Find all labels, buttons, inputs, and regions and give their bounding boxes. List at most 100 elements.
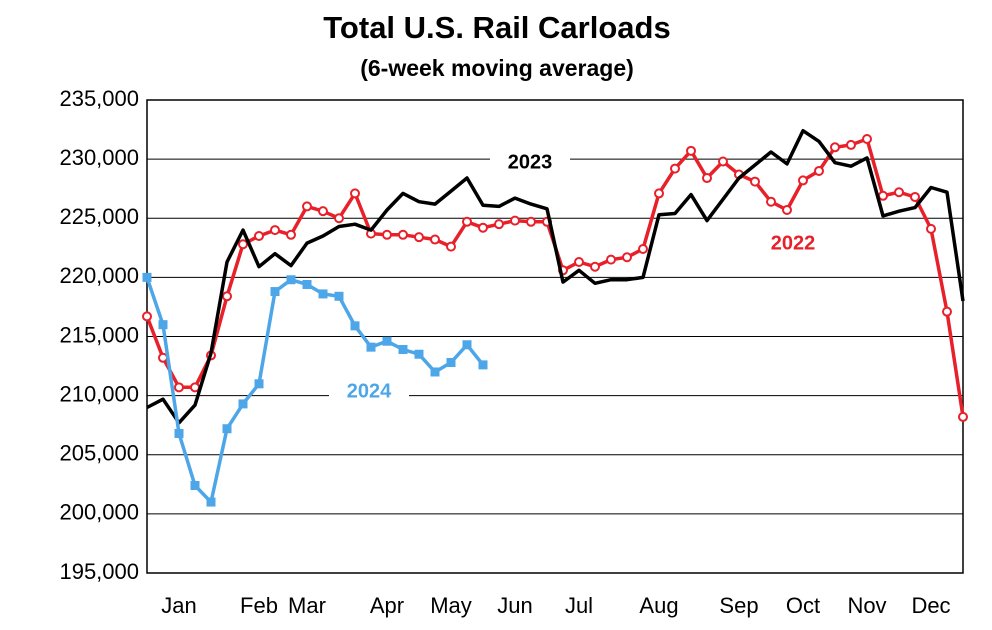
x-tick-label: May [430,593,472,618]
point-marker [318,289,328,299]
point-marker [958,411,968,422]
x-tick-label: Oct [786,593,820,618]
point-marker [158,320,168,330]
point-marker [798,175,808,186]
point-marker [654,188,664,199]
point-marker [894,187,904,198]
point-marker [670,163,680,174]
point-marker [318,206,328,217]
point-marker [446,241,456,252]
x-tick-label: Dec [911,593,950,618]
x-tick-label: Apr [370,593,404,618]
point-marker [270,225,280,236]
point-marker [910,191,920,202]
x-tick-label: Aug [639,593,678,618]
point-marker [766,196,776,207]
point-marker [270,287,280,297]
point-marker [302,279,312,289]
x-tick-label: Jun [497,593,532,618]
y-tick-label: 195,000 [59,559,139,584]
point-marker [142,272,152,282]
point-marker [862,134,872,145]
point-marker [222,424,232,434]
x-tick-label: Jul [565,593,593,618]
point-marker [462,216,472,227]
point-marker [414,232,424,243]
point-marker [254,379,264,389]
point-marker [830,142,840,153]
point-marker [702,173,712,184]
point-marker [398,229,408,240]
point-marker [814,165,824,176]
point-marker [478,222,488,233]
point-marker [590,261,600,272]
x-tick-label: Nov [847,593,886,618]
point-marker [190,480,200,490]
point-marker [142,311,152,322]
point-marker [750,176,760,187]
point-marker [222,291,232,302]
point-marker [334,291,344,301]
point-marker [430,367,440,377]
point-marker [478,360,488,370]
point-marker [494,219,504,230]
x-tick-label: Mar [288,593,326,618]
y-tick-label: 220,000 [59,263,139,288]
point-marker [526,216,536,227]
x-tick-label: Sep [719,593,758,618]
point-marker [254,230,264,241]
y-tick-label: 200,000 [59,500,139,525]
point-marker [446,358,456,368]
point-marker [622,252,632,263]
point-marker [366,342,376,352]
point-marker [398,345,408,355]
point-marker [878,190,888,201]
label-background [753,230,833,258]
point-marker [286,275,296,285]
series-label: 2023 [508,151,553,173]
point-marker [334,213,344,224]
point-marker [206,497,216,507]
label-background [490,149,570,177]
y-tick-label: 205,000 [59,441,139,466]
point-marker [286,229,296,240]
chart-title: Total U.S. Rail Carloads [323,10,670,45]
point-marker [846,139,856,150]
point-marker [606,254,616,265]
point-marker [382,229,392,240]
point-marker [350,321,360,331]
series-line [145,276,485,504]
point-marker [638,243,648,254]
point-marker [782,204,792,215]
y-tick-label: 210,000 [59,381,139,406]
point-marker [430,234,440,245]
y-tick-label: 225,000 [59,204,139,229]
point-marker [718,156,728,167]
series-label: 2024 [347,380,392,402]
point-marker [574,257,584,268]
series-line [146,128,965,425]
y-tick-label: 235,000 [59,86,139,111]
point-marker [414,349,424,359]
x-tick-label: Jan [161,593,196,618]
point-marker [382,336,392,346]
point-marker [510,215,520,226]
series-label: 2022 [771,232,816,254]
chart-subtitle: (6-week moving average) [360,55,634,81]
y-tick-label: 215,000 [59,322,139,347]
point-marker [238,239,248,250]
point-marker [174,428,184,438]
label-background [329,378,409,406]
plot-frame [146,99,964,574]
point-marker [350,188,360,199]
point-marker [174,382,184,393]
y-tick-label: 230,000 [59,145,139,170]
point-marker [302,201,312,212]
point-marker [942,306,952,317]
series-line [145,137,965,418]
point-marker [686,145,696,156]
point-marker [926,223,936,234]
point-marker [462,340,472,350]
point-marker [238,399,248,409]
